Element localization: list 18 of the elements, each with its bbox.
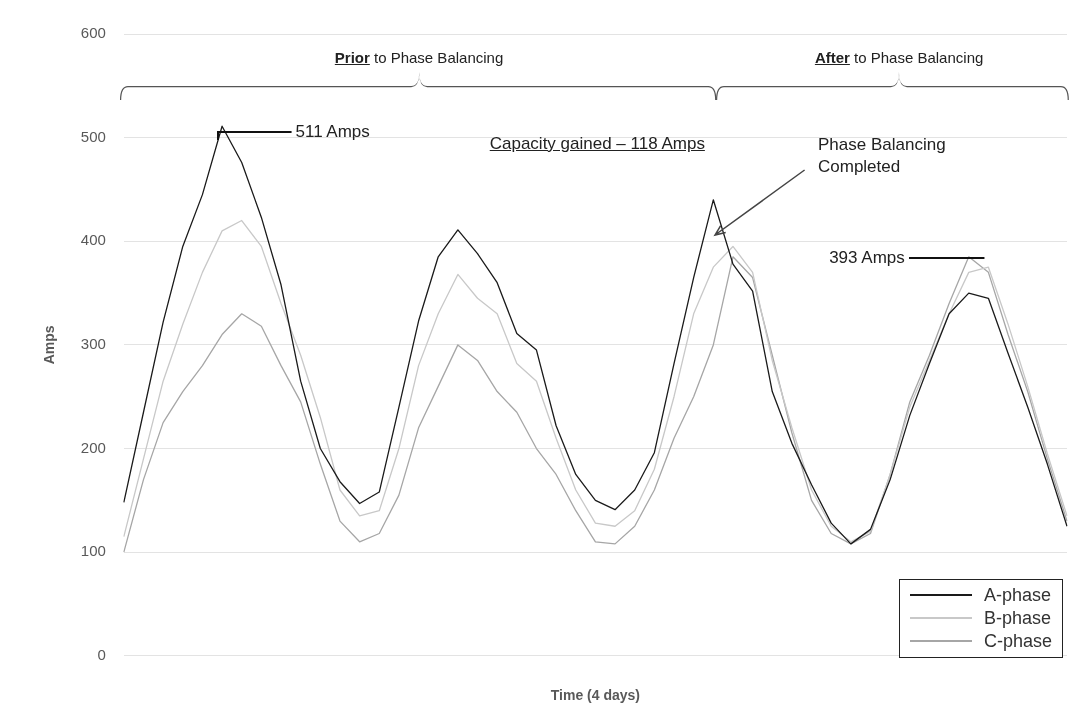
y-tick-label: 500 (80, 127, 106, 145)
annotation: Phase Balancing Completed (818, 134, 947, 178)
y-tick-label: 300 (80, 335, 106, 353)
annotation: 393 Amps (829, 247, 905, 269)
y-tick-label: 600 (80, 24, 106, 42)
y-tick-label: 200 (80, 438, 106, 456)
annotation: After to Phase Balancing (814, 48, 984, 68)
x-axis-title: Time (4 days) (550, 687, 641, 704)
y-tick-label: 100 (80, 542, 106, 560)
y-axis-title: Amps (41, 325, 58, 365)
legend-label: A-phase (983, 584, 1051, 606)
annotation: Capacity gained – 118 Amps (489, 133, 705, 155)
y-tick-label: 400 (80, 231, 106, 249)
y-tick-label: 0 (97, 645, 106, 663)
annotation: Prior to Phase Balancing (334, 48, 504, 68)
annotation: 511 Amps (295, 121, 370, 143)
legend-label: C-phase (983, 630, 1052, 652)
legend-label: B-phase (983, 607, 1051, 629)
